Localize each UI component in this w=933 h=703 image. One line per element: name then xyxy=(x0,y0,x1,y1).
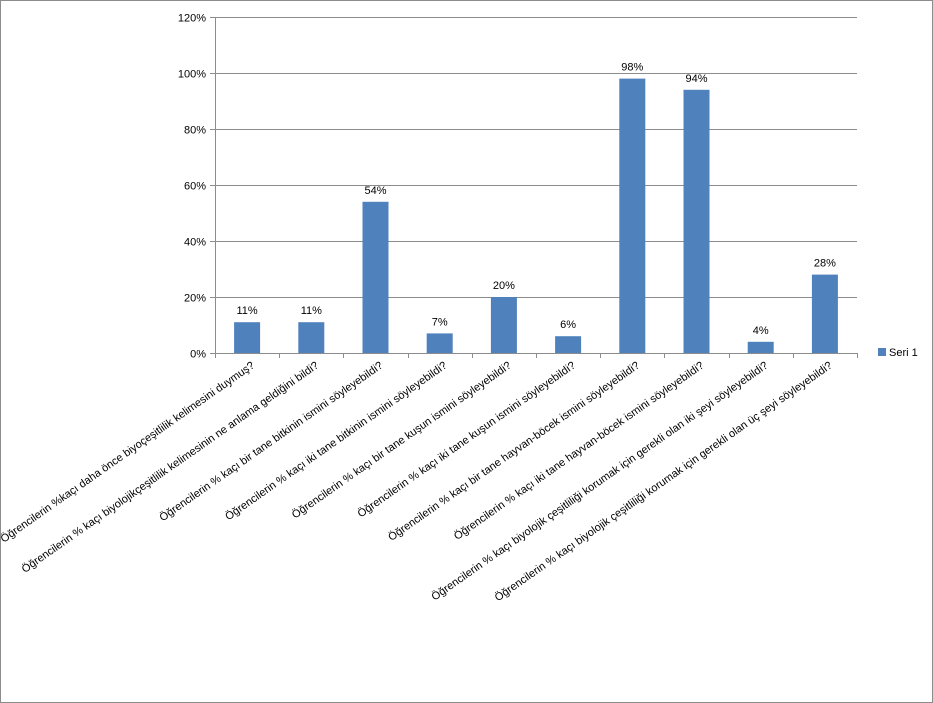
data-labels: 11% 11% 54% 7% 20% 6% 98% 94% 4% 28% xyxy=(236,62,836,337)
category-label: Öğrencilerin %kaçı daha önce biyoçeşitli… xyxy=(1,360,257,546)
y-axis-tick-label: 40% xyxy=(184,237,206,249)
data-label: 28% xyxy=(814,258,836,270)
data-label: 98% xyxy=(621,62,643,74)
bar xyxy=(426,333,453,353)
bar xyxy=(555,336,582,353)
bar xyxy=(234,322,261,353)
y-axis-tick-labels: 0% 20% 40% 60% 80% 100% 120% xyxy=(178,13,206,361)
category-label: Öğrencilerin % kaçı iki tane kuşun ismin… xyxy=(356,360,578,521)
y-axis-tick-label: 20% xyxy=(184,293,206,305)
data-label: 94% xyxy=(685,73,707,85)
y-axis-tick-label: 120% xyxy=(178,13,206,25)
gridlines xyxy=(215,17,857,298)
bars xyxy=(234,78,838,354)
data-label: 11% xyxy=(301,305,322,317)
axes xyxy=(210,17,858,358)
data-label: 7% xyxy=(432,316,448,328)
legend-swatch xyxy=(878,348,886,356)
data-label: 20% xyxy=(493,280,515,292)
data-label: 54% xyxy=(364,185,386,197)
y-axis-tick-label: 60% xyxy=(184,181,206,193)
bar xyxy=(619,78,646,353)
bar xyxy=(683,89,710,354)
legend: Seri 1 xyxy=(878,347,918,359)
y-axis-tick-label: 0% xyxy=(190,349,206,361)
category-label: Öğrencilerin % kaçı biyolojikçeşitlilik … xyxy=(20,360,321,576)
category-label: Öğrencilerin % kaçı iki tane bitkinin is… xyxy=(223,360,449,523)
y-axis-tick-label: 100% xyxy=(178,69,206,81)
category-label: Öğrencilerin % kaçı bir tane bitkinin is… xyxy=(157,360,385,524)
bar xyxy=(811,274,838,353)
data-label: 6% xyxy=(560,319,576,331)
bar xyxy=(298,322,325,353)
y-axis-tick-label: 80% xyxy=(184,125,206,137)
data-label: 11% xyxy=(236,305,257,317)
category-label: Öğrencilerin % kaçı iki tane hayvan-böce… xyxy=(452,360,706,543)
bar xyxy=(362,201,389,353)
legend-label: Seri 1 xyxy=(889,347,918,359)
bar xyxy=(490,297,517,353)
bar xyxy=(747,341,774,353)
category-labels: Öğrencilerin %kaçı daha önce biyoçeşitli… xyxy=(1,360,835,604)
category-label: Öğrencilerin % kaçı bir tane kuşun ismin… xyxy=(290,360,514,522)
data-label: 4% xyxy=(753,325,769,337)
